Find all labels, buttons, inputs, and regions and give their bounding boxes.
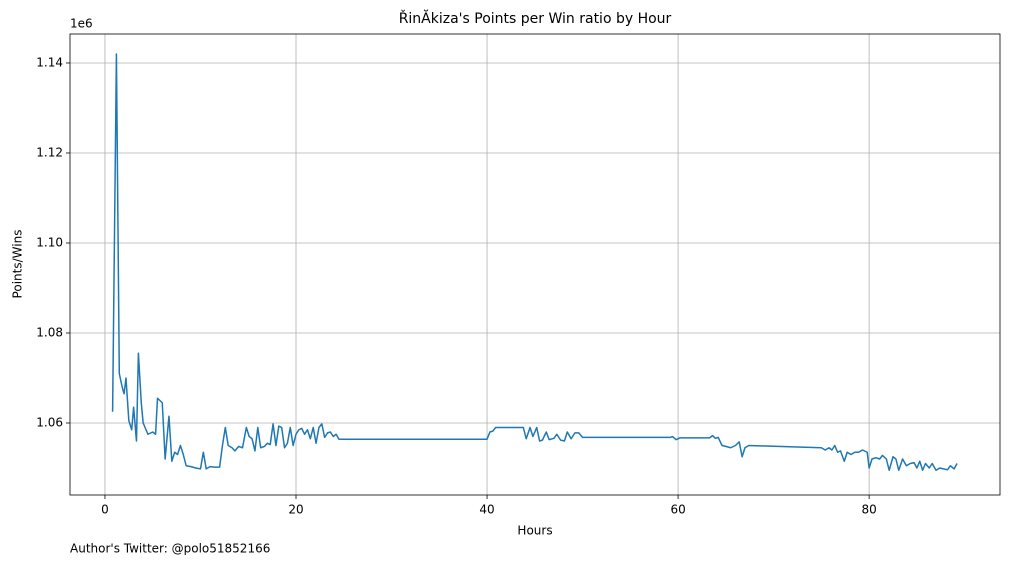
- chart-title: ŘinĂkiza's Points per Win ratio by Hour: [399, 9, 672, 27]
- y-tick-label: 1.10: [36, 235, 63, 249]
- y-tick-label: 1.08: [36, 325, 63, 339]
- y-axis-label: Points/Wins: [11, 230, 25, 299]
- y-tick-label: 1.06: [36, 415, 63, 429]
- x-tick-label: 60: [670, 503, 685, 517]
- footer: Author's Twitter: @polo51852166: [70, 542, 270, 556]
- y-tick-label: 1.12: [36, 145, 63, 159]
- series-line: [111, 53, 958, 471]
- y-tick-label: 1.14: [36, 55, 63, 69]
- x-tick-label: 0: [101, 503, 109, 517]
- plot-frame: [69, 33, 1001, 496]
- y-offset-label: 1e6: [70, 17, 93, 31]
- x-tick-label: 40: [479, 503, 494, 517]
- x-tick-label: 20: [288, 503, 303, 517]
- x-axis-label: Hours: [517, 524, 552, 538]
- x-tick-label: 80: [861, 503, 876, 517]
